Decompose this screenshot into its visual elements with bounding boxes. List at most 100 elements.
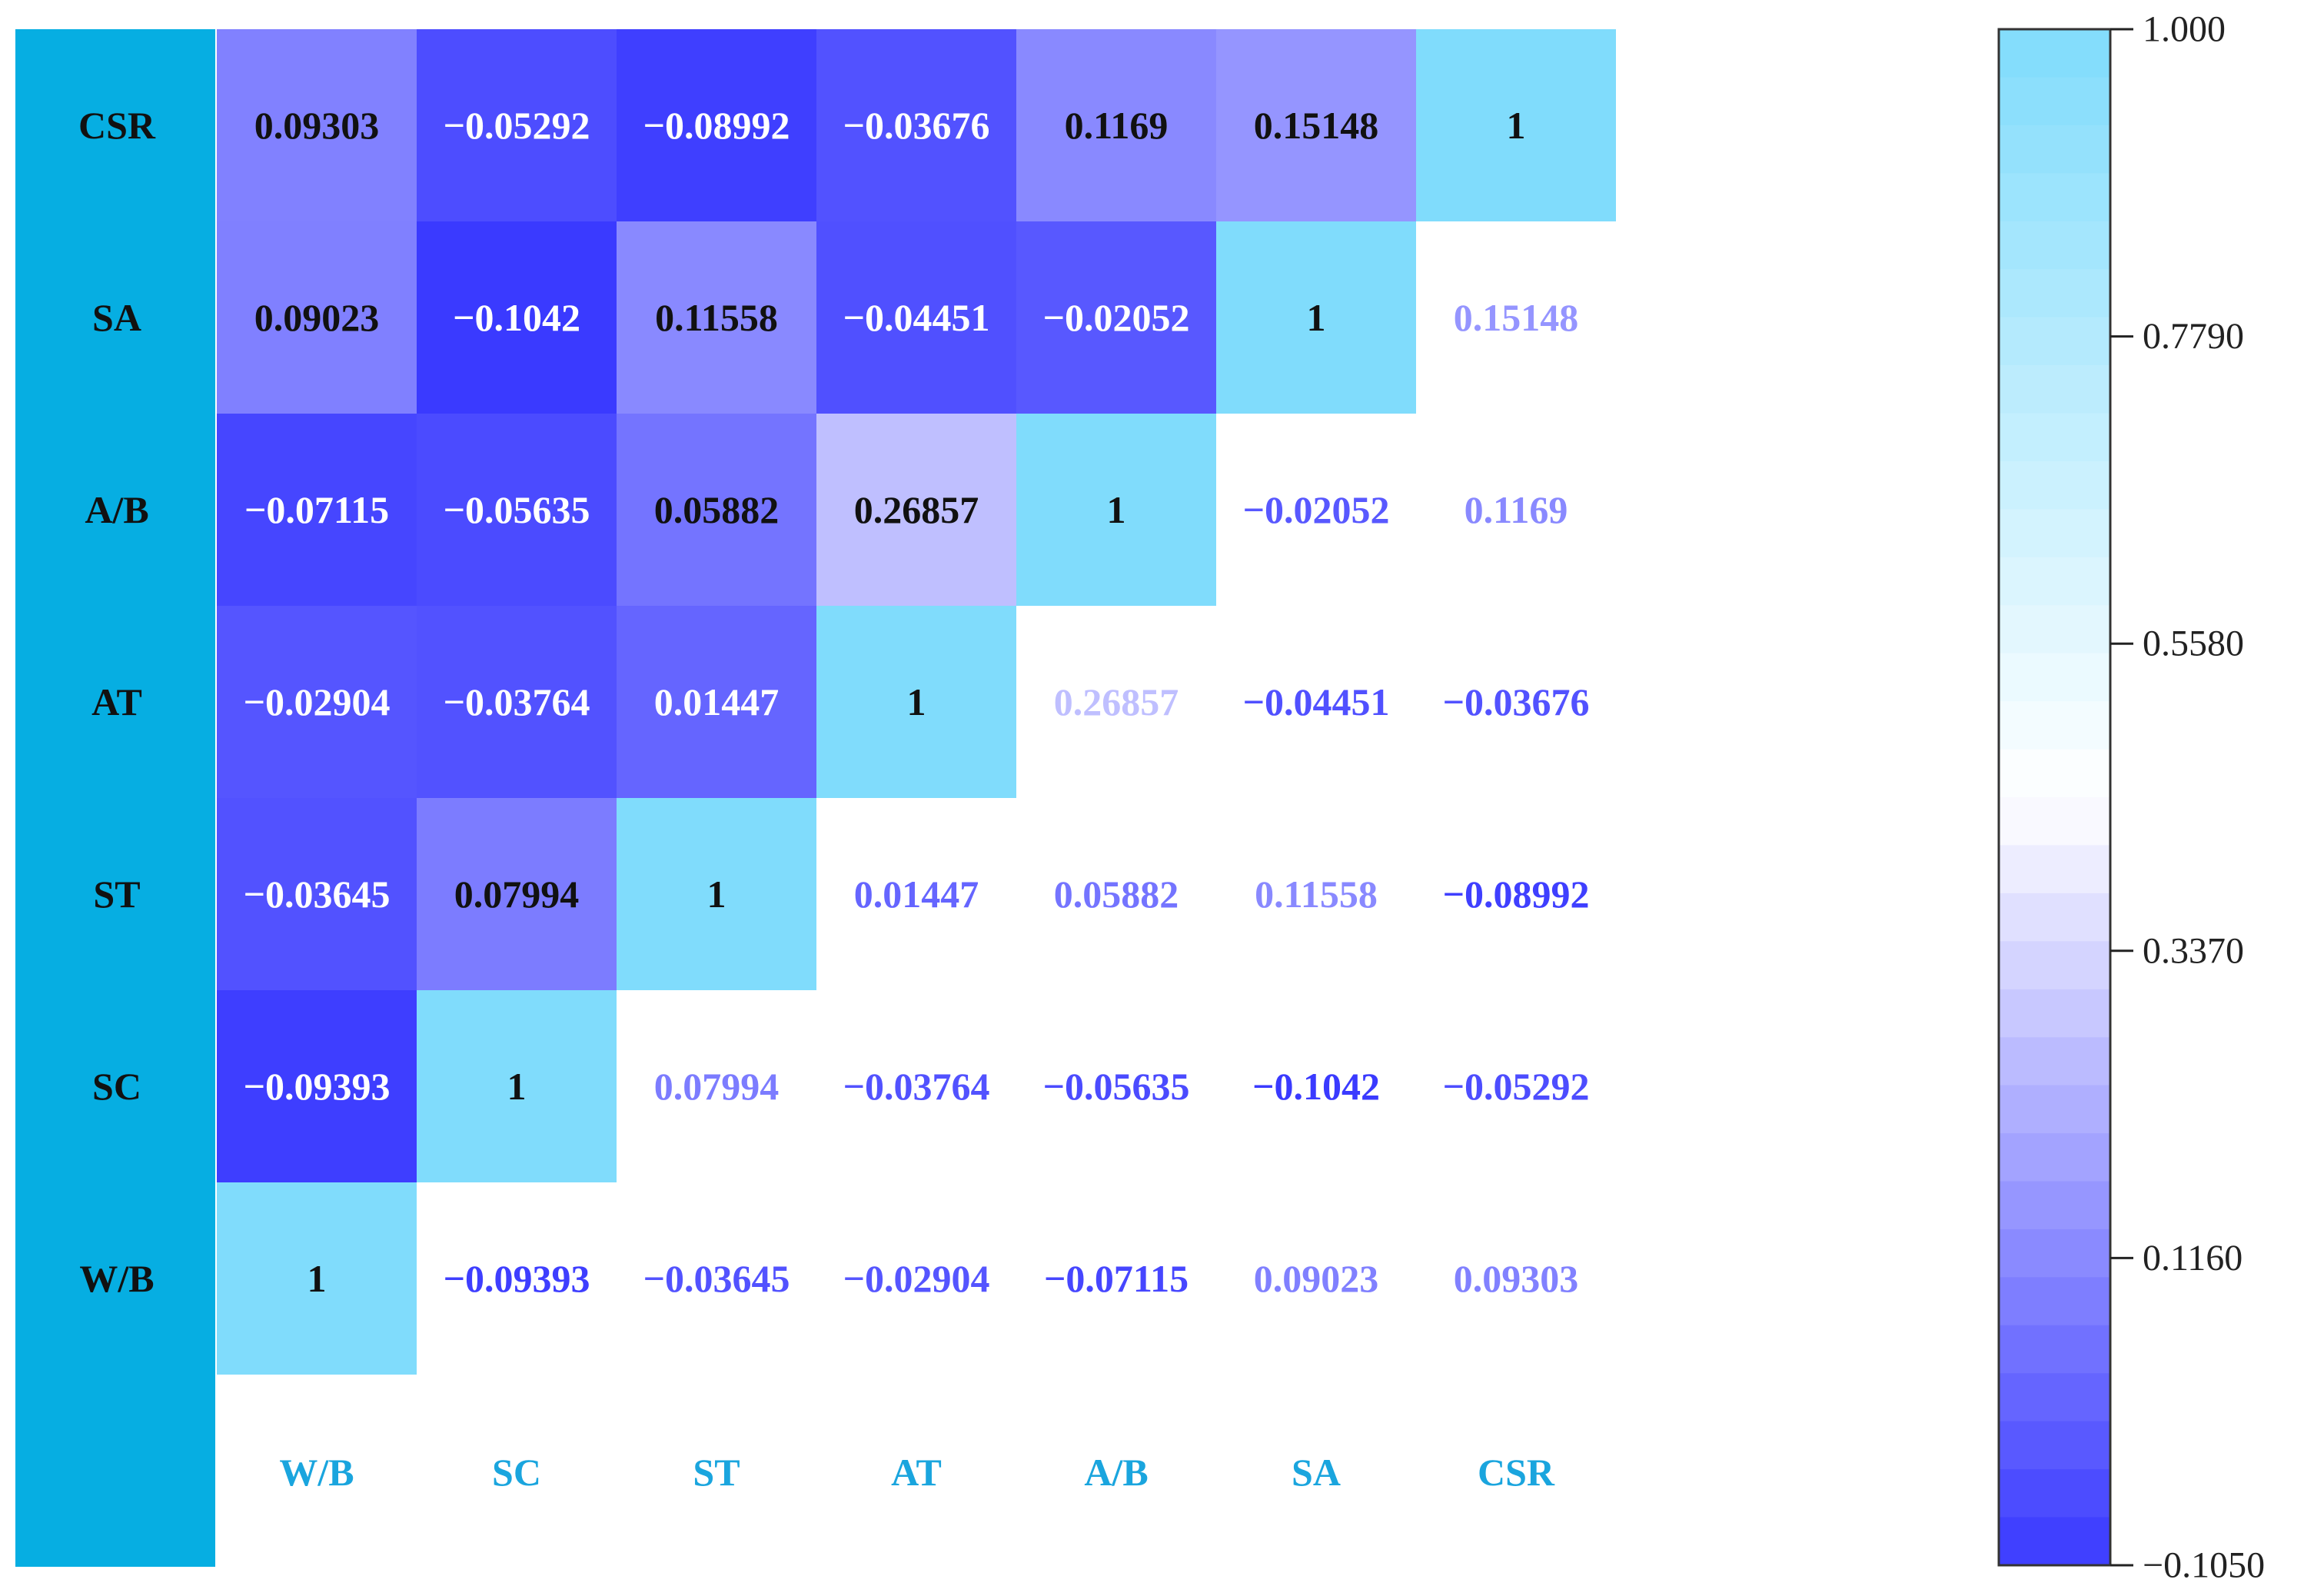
heatmap-cell [217, 990, 417, 1182]
cell-value-label: 0.09303 [254, 104, 380, 147]
colorbar-step [1999, 1229, 2110, 1278]
heatmap-cell [617, 798, 816, 990]
cell-value-label: 0.11558 [655, 296, 778, 339]
heatmap-cell [1016, 221, 1216, 414]
cell-value-label: −0.02052 [1043, 296, 1190, 339]
heatmap-cell [816, 29, 1016, 221]
cell-value-label: 1 [707, 873, 726, 916]
colorbar-tick-label: 0.7790 [2143, 316, 2244, 357]
colorbar-step [1999, 509, 2110, 558]
colorbar-step [1999, 413, 2110, 462]
column-label: SA [1292, 1451, 1341, 1494]
row-label: ST [93, 873, 140, 916]
cell-value-label: 0.15148 [1454, 296, 1579, 339]
colorbar-step [1999, 893, 2110, 942]
heatmap-cells: 0.09303 −0.05292 −0.08992 −0.03676 0.1169 0.1… [217, 29, 1616, 1375]
cell-value-label: 1 [1307, 296, 1326, 339]
colorbar-step [1999, 605, 2110, 654]
colorbar-step [1999, 461, 2110, 510]
colorbar-step [1999, 317, 2110, 366]
cell-value-label: −0.03764 [444, 680, 590, 723]
cell-value-label: −0.03645 [244, 873, 391, 916]
heatmap-cell [617, 414, 816, 606]
heatmap-cell [217, 606, 417, 798]
colorbar-step [1999, 845, 2110, 894]
cell-value-label: 1 [308, 1257, 327, 1300]
colorbar-step [1999, 1037, 2110, 1086]
colorbar-step [1999, 653, 2110, 702]
cell-value-label: −0.1042 [1252, 1065, 1380, 1108]
heatmap-cell [1416, 29, 1616, 221]
colorbar-step [1999, 125, 2110, 174]
heatmap-cell [617, 606, 816, 798]
heatmap-cell [816, 606, 1016, 798]
cell-value-label: 1 [1107, 488, 1126, 531]
cell-value-label: 1 [507, 1065, 527, 1108]
colorbar-step [1999, 1421, 2110, 1470]
cell-value-label: −0.04451 [1243, 680, 1390, 723]
cell-value-label: 0.1169 [1465, 488, 1568, 531]
cell-value-label: 0.26857 [854, 488, 979, 531]
column-label: AT [891, 1451, 942, 1494]
cell-value-label: −0.05292 [444, 104, 590, 147]
cell-value-label: −0.07115 [244, 488, 389, 531]
colorbar-tick-label: 0.1160 [2143, 1238, 2242, 1278]
colorbar-step [1999, 701, 2110, 750]
cell-value-label: 1 [907, 680, 926, 723]
column-label: SC [492, 1451, 541, 1494]
heatmap-cell [217, 221, 417, 414]
cell-value-label: −0.1042 [453, 296, 580, 339]
cell-value-label: 0.11558 [1255, 873, 1378, 916]
colorbar-step [1999, 557, 2110, 606]
colorbar: 1.000 0.7790 0.5580 0.3370 0.1160 −0.1050 [1997, 9, 2265, 1586]
row-label: SA [92, 296, 141, 339]
heatmap-cell [417, 414, 617, 606]
cell-value-label: −0.08992 [1443, 873, 1590, 916]
colorbar-frame [1997, 28, 2112, 1567]
cell-value-label: 0.09303 [1454, 1257, 1579, 1300]
cell-value-label: 0.07994 [654, 1065, 780, 1108]
cell-value-label: −0.07115 [1044, 1257, 1189, 1300]
heatmap-cell [816, 414, 1016, 606]
row-label: W/B [79, 1257, 154, 1300]
colorbar-step [1999, 365, 2110, 414]
heatmap-cell [417, 990, 617, 1182]
heatmap-cell [617, 221, 816, 414]
cell-value-label: 0.05882 [654, 488, 780, 531]
colorbar-step [1999, 1373, 2110, 1422]
column-label: ST [693, 1451, 740, 1494]
colorbar-step [1999, 989, 2110, 1038]
colorbar-step [1999, 1517, 2110, 1566]
colorbar-step [1999, 797, 2110, 846]
cell-value-label: −0.05635 [444, 488, 590, 531]
colorbar-step [1999, 77, 2110, 126]
cell-value-label: 0.1169 [1065, 104, 1169, 147]
colorbar-step [1999, 1469, 2110, 1518]
column-label: CSR [1478, 1451, 1555, 1494]
cell-value-label: −0.09393 [444, 1257, 590, 1300]
heatmap-cell [417, 221, 617, 414]
cell-value-label: −0.02904 [843, 1257, 990, 1300]
cell-value-label: −0.08992 [643, 104, 790, 147]
cell-value-label: 0.01447 [654, 680, 780, 723]
cell-value-label: 0.05882 [1054, 873, 1179, 916]
heatmap-cell [417, 606, 617, 798]
cell-value-label: −0.03676 [843, 104, 990, 147]
heatmap-cell [1216, 29, 1416, 221]
cell-value-label: 0.09023 [1254, 1257, 1379, 1300]
colorbar-step [1999, 1181, 2110, 1230]
cell-value-label: −0.05292 [1443, 1065, 1590, 1108]
heatmap-cell [217, 414, 417, 606]
heatmap-cell [1016, 414, 1216, 606]
cell-value-label: 0.01447 [854, 873, 979, 916]
heatmap-cell [617, 29, 816, 221]
cell-value-label: 0.26857 [1054, 680, 1179, 723]
colorbar-tick-label: 0.3370 [2143, 930, 2244, 971]
row-label: A/B [85, 488, 148, 531]
colorbar-step [1999, 941, 2110, 990]
colorbar-tick-label: 0.5580 [2143, 623, 2244, 664]
colorbar-step [1999, 1277, 2110, 1326]
colorbar-step [1999, 1325, 2110, 1374]
cell-value-label: −0.03645 [643, 1257, 790, 1300]
